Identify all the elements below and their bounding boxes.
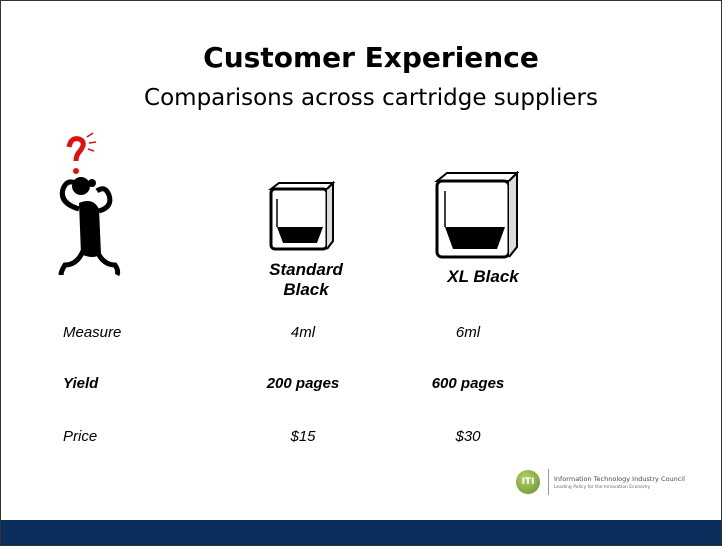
xl-cartridge-icon <box>434 170 520 259</box>
logo-tagline: Leading Policy for the Innovation Econom… <box>554 485 650 490</box>
product-label: Standard Black <box>269 260 343 299</box>
product-label: XL Black <box>447 267 519 286</box>
title: Customer Experience <box>203 41 539 74</box>
cell: 200 pages <box>266 375 340 392</box>
footer-bar <box>1 520 721 545</box>
subtitle: Comparisons across cartridge suppliers <box>144 85 598 111</box>
cell: $15 <box>290 428 316 445</box>
logo-name: Information Technology Industry Council <box>554 475 685 483</box>
logo-mark: ITI <box>516 470 540 494</box>
cell: 6ml <box>455 324 481 341</box>
row-label: Measure <box>63 324 122 341</box>
standard-cartridge-icon <box>268 180 336 251</box>
cell: $30 <box>455 428 481 445</box>
row-label: Yield <box>63 375 99 392</box>
logo-divider <box>548 469 549 495</box>
confused-person-icon <box>58 132 121 277</box>
cell: 600 pages <box>431 375 505 392</box>
cell: 4ml <box>290 324 316 341</box>
row-label: Price <box>63 428 98 445</box>
